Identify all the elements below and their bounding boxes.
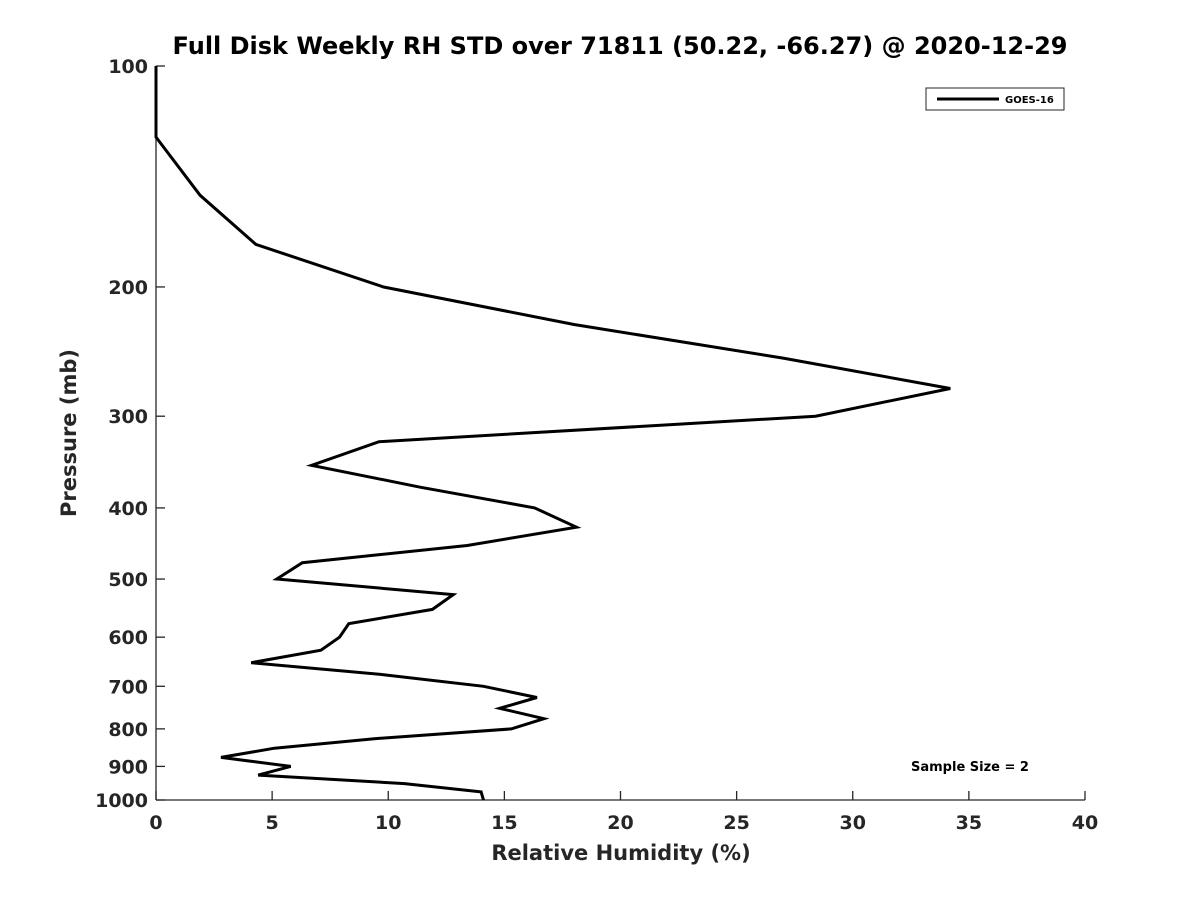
y-axis-label: Pressure (mb) — [57, 349, 81, 517]
x-tick-label: 40 — [1072, 812, 1098, 834]
axes: 0 5 10 15 20 25 30 35 40 100 200 300 400 500 600 700 800… — [95, 56, 1098, 834]
y-tick-label: 200 — [108, 277, 148, 299]
y-tick-label: 300 — [108, 406, 148, 428]
y-tick-label: 700 — [108, 676, 148, 698]
x-axis-label: Relative Humidity (%) — [491, 841, 750, 865]
x-tick-label: 5 — [266, 812, 279, 834]
series-layer — [154, 66, 951, 801]
y-tick-label: 500 — [108, 569, 148, 591]
y-tick-label: 400 — [108, 498, 148, 520]
sample-size-annotation: Sample Size = 2 — [911, 760, 1029, 775]
x-tick-label: 0 — [149, 812, 162, 834]
y-tick-label: 1000 — [95, 790, 148, 812]
annotations-layer: Sample Size = 2 — [911, 760, 1029, 775]
x-tick-label: 35 — [956, 812, 982, 834]
y-tick-label: 900 — [108, 756, 148, 778]
y-tick-label: 600 — [108, 627, 148, 649]
series-line-goes-16 — [154, 66, 951, 801]
legend: GOES-16 — [925, 87, 1065, 111]
y-tick-label: 100 — [108, 56, 148, 78]
x-tick-label: 10 — [375, 812, 401, 834]
x-tick-label: 30 — [840, 812, 866, 834]
x-tick-label: 15 — [491, 812, 517, 834]
x-tick-label: 25 — [723, 812, 749, 834]
y-tick-label: 800 — [108, 719, 148, 741]
legend-label: GOES-16 — [1005, 95, 1054, 106]
chart-title: Full Disk Weekly RH STD over 71811 (50.2… — [173, 32, 1068, 60]
x-tick-label: 20 — [607, 812, 633, 834]
